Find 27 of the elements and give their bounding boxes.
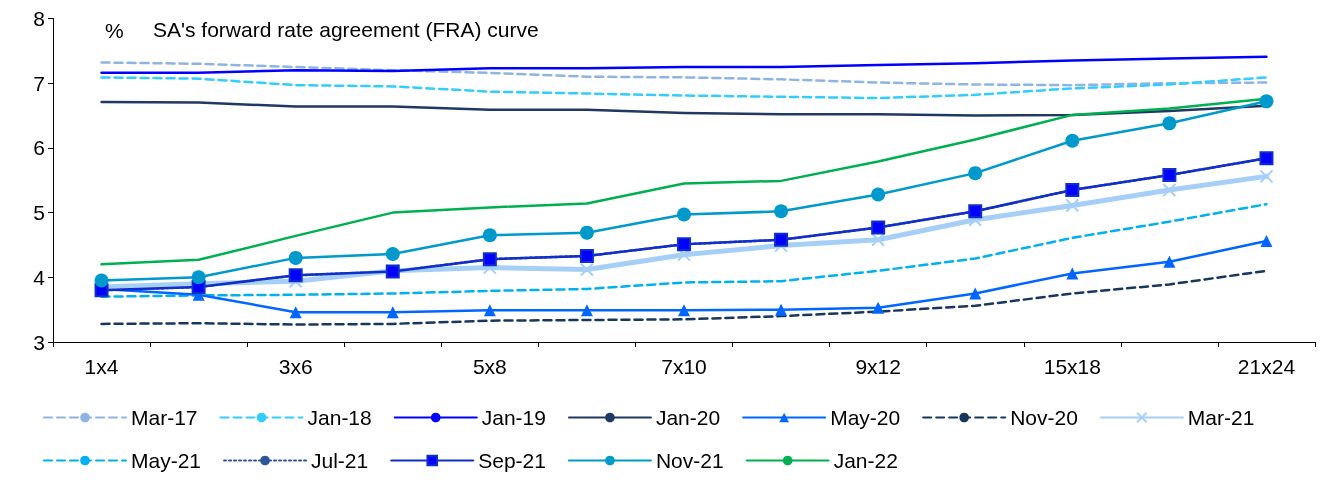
y-tick-label: 8 — [33, 7, 45, 30]
y-axis-title: % — [105, 19, 124, 42]
y-tick-label: 4 — [33, 265, 46, 289]
legend-label: Nov-20 — [1010, 406, 1078, 429]
y-tick-label: 3 — [33, 330, 45, 354]
x-tick-label: 1x4 — [84, 355, 119, 378]
y-tick-label: 7 — [33, 71, 45, 95]
y-tick-label: 6 — [33, 136, 45, 160]
chart-title: SA's forward rate agreement (FRA) curve — [153, 18, 539, 41]
legend-label: Jan-19 — [481, 406, 546, 429]
x-tick-label: 5x8 — [472, 355, 507, 378]
x-tick-label: 7x10 — [661, 355, 707, 378]
legend-label: Mar-21 — [1187, 406, 1255, 429]
legend-label: Nov-21 — [655, 449, 724, 472]
legend-label: Sep-21 — [478, 449, 546, 472]
x-tick-label: 15x18 — [1043, 355, 1101, 378]
legend-label: May-21 — [131, 449, 202, 472]
y-tick-label: 5 — [33, 201, 45, 225]
x-tick-label: 21x24 — [1237, 355, 1296, 378]
legend-label: Jan-22 — [833, 449, 898, 472]
x-tick-label: 9x12 — [855, 355, 901, 378]
legend-label: May-20 — [830, 406, 901, 429]
legend-label: Jul-21 — [311, 449, 369, 472]
legend-label: Mar-17 — [131, 406, 198, 429]
legend-label: Jan-18 — [307, 406, 372, 429]
x-tick-label: 3x6 — [278, 355, 313, 378]
legend-label: Jan-20 — [655, 406, 721, 429]
